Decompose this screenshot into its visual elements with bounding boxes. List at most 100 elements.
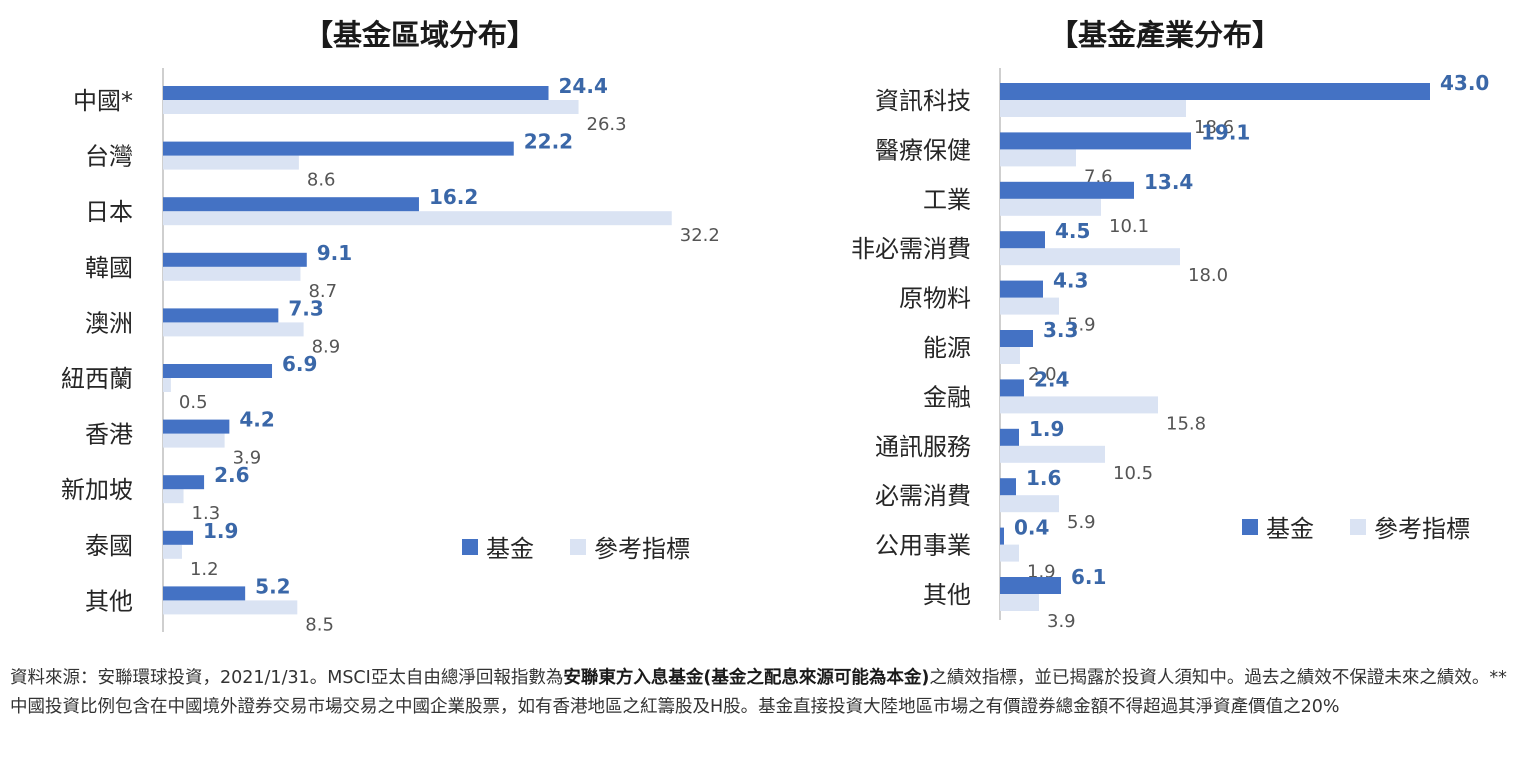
industry-bar-chart: 資訊科技43.018.6醫療保健19.17.6工業13.410.1非必需消費4.… [851,68,1489,632]
category-label: 台灣 [85,143,133,171]
benchmark-bar [1000,544,1019,562]
fund-bar [163,530,194,545]
legend-item-benchmark: 參考指標 [570,529,690,564]
fund-bar [1000,577,1061,594]
benchmark-value-label: 3.9 [233,448,262,469]
legend-item-fund: 基金 [462,529,534,564]
benchmark-bar [1000,248,1180,266]
benchmark-bar [163,600,298,615]
fund-value-label: 4.5 [1055,219,1090,243]
fund-bar [1000,478,1016,496]
legend-swatch-benchmark [1350,518,1366,535]
legend-label-fund: 基金 [486,535,534,563]
legend-swatch-fund [462,538,478,555]
legend-swatch-fund [1242,518,1258,535]
fund-value-label: 2.4 [1034,367,1069,391]
fund-bar [163,475,205,490]
benchmark-bar [1000,198,1101,216]
category-label: 韓國 [85,254,133,282]
legend-label-benchmark: 參考指標 [1374,515,1470,543]
benchmark-value-label: 8.7 [308,281,337,302]
benchmark-value-label: 10.1 [1109,216,1149,237]
fund-bar [163,364,273,378]
benchmark-bar [163,489,184,504]
footnote-disclaimer-text: 之績效指標，並已揭露於投資人須知中。過去之績效不保證未來之績效。**中國投資比例… [10,668,1507,717]
category-label: 泰國 [85,532,133,560]
region-chart-title: 【基金區域分布】 [303,18,536,52]
fund-value-label: 1.9 [203,519,238,543]
fund-value-label: 6.1 [1071,565,1106,589]
fund-value-label: 9.1 [317,241,352,265]
benchmark-bar [163,322,304,337]
fund-value-label: 3.3 [1043,318,1078,342]
fund-bar [1000,132,1191,150]
benchmark-value-label: 8.6 [307,170,336,191]
category-label: 中國* [73,87,133,115]
category-label: 能源 [923,334,971,362]
benchmark-value-label: 5.9 [1067,315,1096,336]
benchmark-value-label: 3.9 [1047,611,1076,632]
benchmark-bar [163,211,672,226]
benchmark-bar [1000,495,1059,513]
category-label: 必需消費 [875,482,971,510]
category-label: 醫療保健 [875,136,971,164]
benchmark-bar [1000,100,1186,117]
benchmark-bar [1000,347,1020,364]
benchmark-value-label: 15.8 [1166,413,1206,434]
region-bar-chart: 中國* 24.4 26.3 台灣 22.2 8.6 日本 16.2 32.2 韓國 9.1 8.7 澳洲… [61,68,720,635]
fund-value-label: 19.1 [1201,120,1250,144]
category-label: 資訊科技 [875,87,971,115]
fund-value-label: 1.6 [1026,466,1061,490]
benchmark-value-label: 26.3 [587,114,627,135]
fund-bar [1000,231,1045,249]
fund-bar [1000,379,1024,397]
benchmark-bar [1000,297,1059,315]
fund-value-label: 6.9 [282,352,317,376]
fund-value-label: 5.2 [255,574,290,598]
fund-value-label: 22.2 [524,130,573,154]
category-label: 日本 [85,198,133,226]
fund-value-label: 43.0 [1440,71,1489,95]
fund-value-label: 1.9 [1029,417,1064,441]
fund-value-label: 0.4 [1014,516,1049,540]
fund-bar [1000,527,1004,545]
region-legend: 基金 參考指標 [462,529,726,564]
benchmark-bar [163,100,579,114]
category-label: 公用事業 [875,532,971,560]
fund-bar [163,252,307,267]
benchmark-value-label: 8.5 [305,614,334,635]
benchmark-value-label: 1.2 [190,559,219,580]
category-label: 紐西蘭 [61,365,133,393]
benchmark-value-label: 0.5 [179,392,208,413]
fund-bar [163,86,549,100]
category-label: 澳洲 [85,309,133,337]
fund-bar [163,586,246,601]
category-label: 非必需消費 [851,235,971,263]
source-footnote: 資料來源：安聯環球投資，2021/1/31。MSCI亞太自由總淨回報指數為安聯東… [10,664,1510,722]
category-label: 新加坡 [61,476,133,504]
benchmark-value-label: 18.0 [1188,265,1228,286]
fund-value-label: 13.4 [1144,170,1193,194]
fund-value-label: 4.2 [239,408,274,432]
benchmark-bar [163,378,171,392]
category-label: 金融 [923,383,971,411]
benchmark-value-label: 8.9 [312,336,341,357]
legend-label-benchmark: 參考指標 [594,535,690,563]
category-label: 工業 [923,186,971,214]
footnote-source-text: 資料來源：安聯環球投資，2021/1/31。MSCI亞太自由總淨回報指數為 [10,668,564,688]
fund-bar [163,197,419,212]
industry-chart-title: 【基金產業分布】 [1048,18,1281,52]
benchmark-value-label: 10.5 [1113,463,1153,484]
benchmark-bar [1000,149,1076,167]
benchmark-value-label: 32.2 [680,225,720,246]
fund-bar [1000,330,1033,347]
benchmark-bar [163,433,225,448]
category-label: 原物料 [899,285,971,313]
fund-bar [163,308,279,323]
benchmark-value-label: 5.9 [1067,512,1096,533]
fund-value-label: 16.2 [429,185,478,209]
benchmark-bar [163,266,301,281]
category-label: 香港 [85,421,133,449]
benchmark-bar [163,544,182,559]
category-label: 其他 [923,581,971,609]
